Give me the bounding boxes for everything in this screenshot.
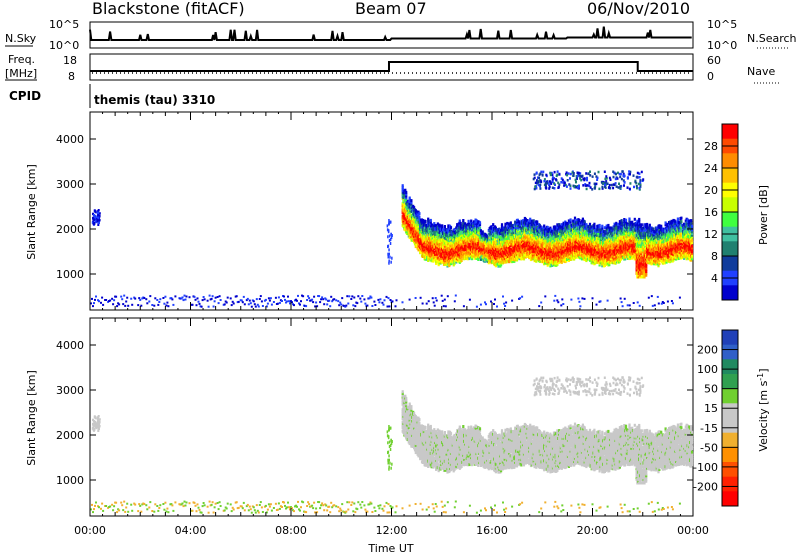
echo-cell <box>430 219 432 222</box>
freq-tick-top: 18 <box>63 54 77 67</box>
nsky-tick-top: 10^5 <box>49 18 79 31</box>
beam-title: Beam 07 <box>355 0 427 18</box>
echo-cell <box>601 225 603 228</box>
freq-line <box>90 62 693 71</box>
echo-cell <box>638 218 640 221</box>
freq-label-2: [MHz] <box>5 67 37 80</box>
echo-cell <box>536 221 538 224</box>
echo-cell <box>462 219 464 222</box>
station-title: Blackstone (fitACF) <box>92 0 245 18</box>
nsky-tick-bottom: 10^0 <box>49 39 79 52</box>
echo-cell <box>450 226 452 229</box>
nsearch-tick-bottom: 10^0 <box>707 39 737 52</box>
date-title: 06/Nov/2010 <box>587 0 690 18</box>
nsearch-label: N.Search <box>747 32 797 45</box>
echo-cell <box>621 219 623 222</box>
echo-cell <box>409 197 411 200</box>
echo-cell <box>543 225 545 228</box>
nsky-line <box>90 27 692 40</box>
echo-cell <box>441 224 443 227</box>
echo-cell <box>628 218 630 221</box>
echo-cell <box>625 219 627 222</box>
echo-cell <box>593 223 595 226</box>
echo-cell <box>634 218 636 221</box>
echo-cell <box>418 212 420 215</box>
echo-cell <box>570 218 572 221</box>
freq-label-1: Freq. <box>8 53 35 66</box>
echo-cell <box>418 216 420 219</box>
nsky-label: N.Sky <box>5 32 37 45</box>
freq-frame <box>90 54 693 80</box>
echo-cell <box>468 220 470 223</box>
echo-cell <box>410 199 412 202</box>
nave-label: Nave <box>747 65 775 78</box>
echo-cell <box>501 223 503 226</box>
cpid-label: CPID <box>9 89 41 103</box>
echo-cell <box>479 221 481 224</box>
echo-cell <box>584 220 586 223</box>
echo-cell <box>444 225 446 228</box>
nsearch-tick-top: 10^5 <box>707 18 737 31</box>
echo-cell <box>641 223 643 226</box>
echo-cell <box>599 224 601 227</box>
nsky-panel: N.Sky 10^5 10^0 10^5 10^0 N.Search <box>5 18 797 52</box>
cpid-text: themis (tau) 3310 <box>94 93 215 107</box>
freq-panel: Freq. [MHz] 18 8 60 0 Nave <box>5 53 780 83</box>
nave-tick-bottom: 0 <box>707 70 714 83</box>
echo-cell <box>405 191 407 194</box>
nave-tick-top: 60 <box>707 54 721 67</box>
echo-cell <box>402 184 404 187</box>
power-frame <box>90 112 693 310</box>
echo-cell <box>424 220 426 223</box>
freq-tick-bottom: 8 <box>68 70 75 83</box>
